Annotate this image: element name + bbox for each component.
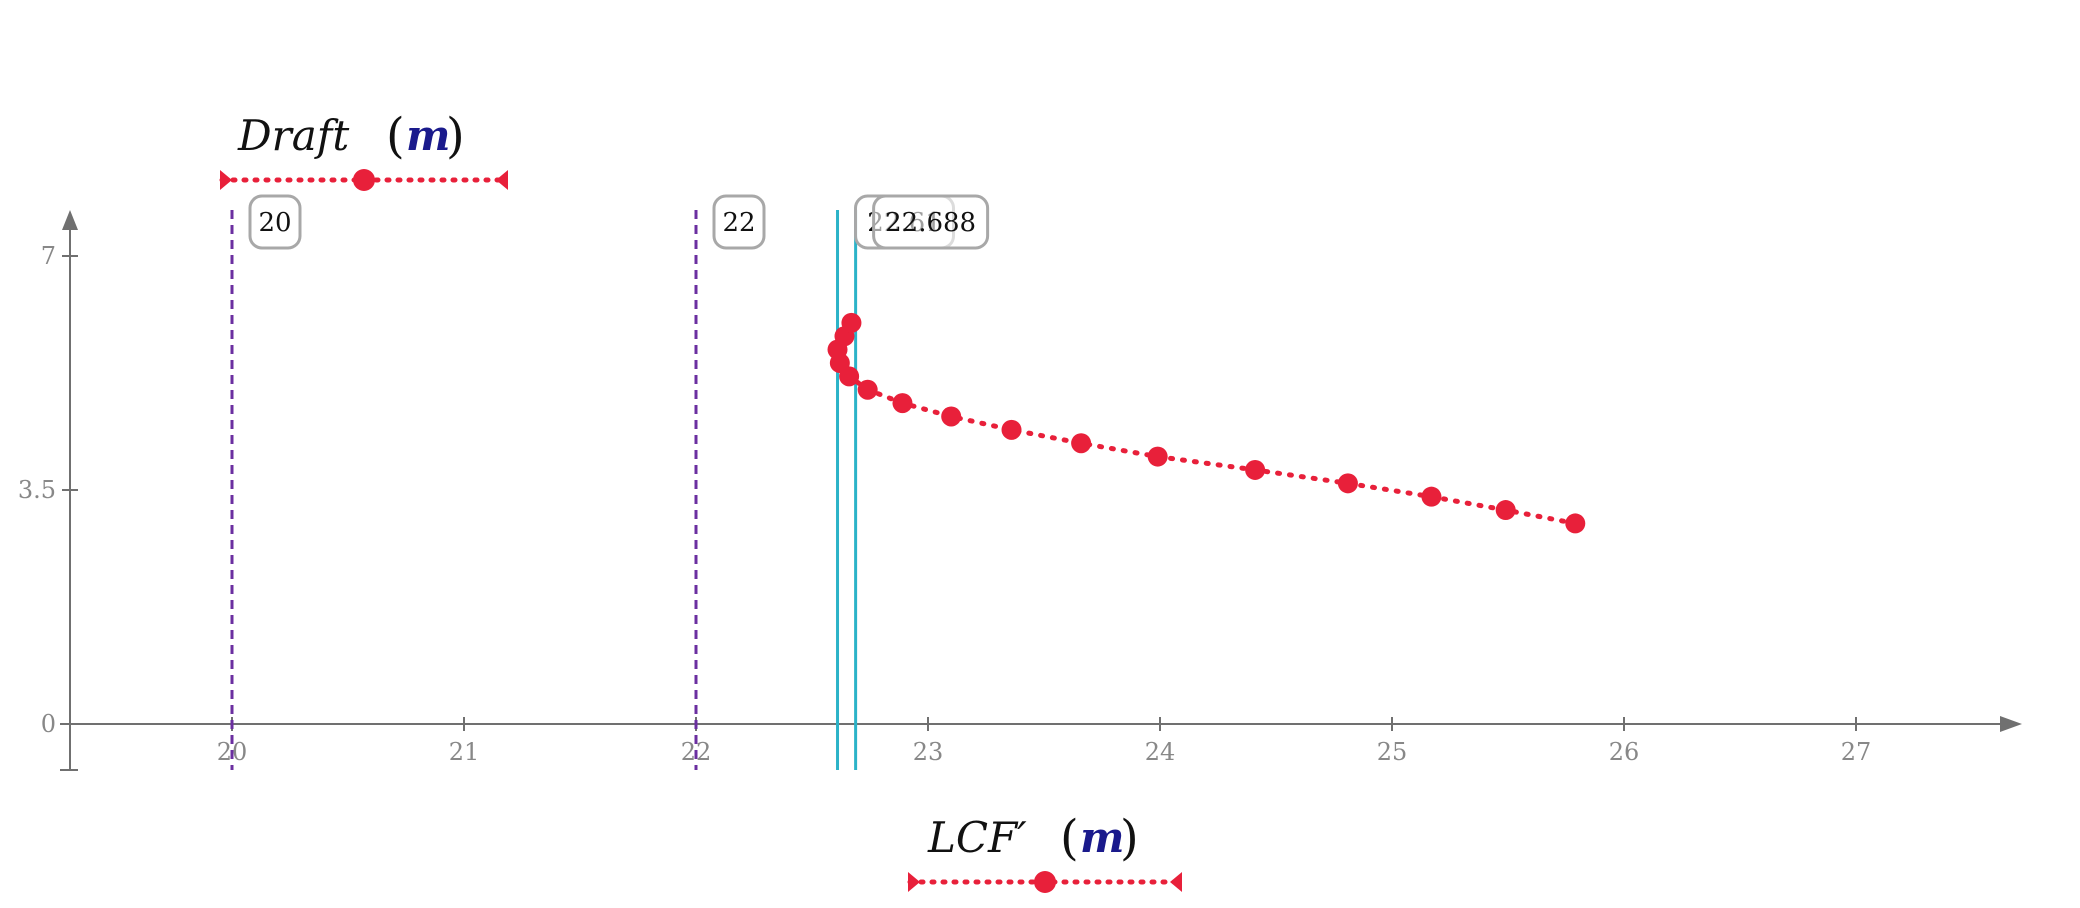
x-tick-label: 25 [1377,738,1408,766]
line-label: 22.688 [872,194,990,250]
line-label-box [712,194,766,250]
lcf-title-text: LCF′ [927,813,1027,862]
line-label-box [248,194,302,250]
data-point[interactable] [1147,446,1168,467]
y-tick-label: 7 [41,242,56,270]
y-ticks: 03.57 [18,242,78,738]
y-axis-arrow [62,210,78,230]
slider-right-cap[interactable] [496,170,508,190]
slider-handle[interactable] [1034,871,1056,893]
data-point[interactable] [1245,459,1266,480]
x-tick-label: 27 [1841,738,1872,766]
data-point[interactable] [1071,433,1092,454]
draft-slider[interactable] [219,169,509,191]
line-label: 22 [712,194,766,250]
line-label-text: 20 [258,208,291,238]
draft-title: Draft ( m ) [237,108,465,164]
x-tick-label: 23 [913,738,944,766]
draft-unit-text: m [406,111,450,160]
data-point[interactable] [892,393,913,414]
axes [60,210,2022,771]
y-tick-label: 3.5 [18,476,56,504]
slider-handle[interactable] [353,169,375,191]
data-point[interactable] [857,379,878,400]
vertical-lines [230,210,858,770]
draft-unit-close-paren: ) [446,108,465,164]
lcf-unit-open-paren: ( [1060,810,1079,866]
x-tick-label: 26 [1609,738,1640,766]
line-label: 20 [248,194,302,250]
data-point[interactable] [1495,500,1516,521]
line-label-box [872,194,990,250]
lcf-unit-text: m [1080,813,1124,862]
data-point[interactable] [1565,513,1586,534]
data-point[interactable] [941,406,962,427]
series [827,312,1586,534]
line-label-text: 22 [722,208,755,238]
slider-left-cap[interactable] [908,872,920,892]
line-label-text: 22.688 [885,208,976,238]
data-point[interactable] [1337,473,1358,494]
x-tick-label: 24 [1145,738,1176,766]
lcf-unit-close-paren: ) [1120,810,1139,866]
y-tick-label: 0 [41,710,56,738]
lcf-title: LCF′ ( m ) [927,810,1139,866]
data-point[interactable] [841,312,862,333]
draft-unit-open-paren: ( [386,108,405,164]
slider-left-cap[interactable] [220,170,232,190]
lcf-slider[interactable] [907,871,1183,893]
x-axis-arrow [2000,716,2022,732]
slider-right-cap[interactable] [1170,872,1182,892]
data-point[interactable] [1421,486,1442,507]
x-tick-label: 21 [449,738,480,766]
data-point[interactable] [1001,419,1022,440]
draft-title-text: Draft [237,111,349,160]
